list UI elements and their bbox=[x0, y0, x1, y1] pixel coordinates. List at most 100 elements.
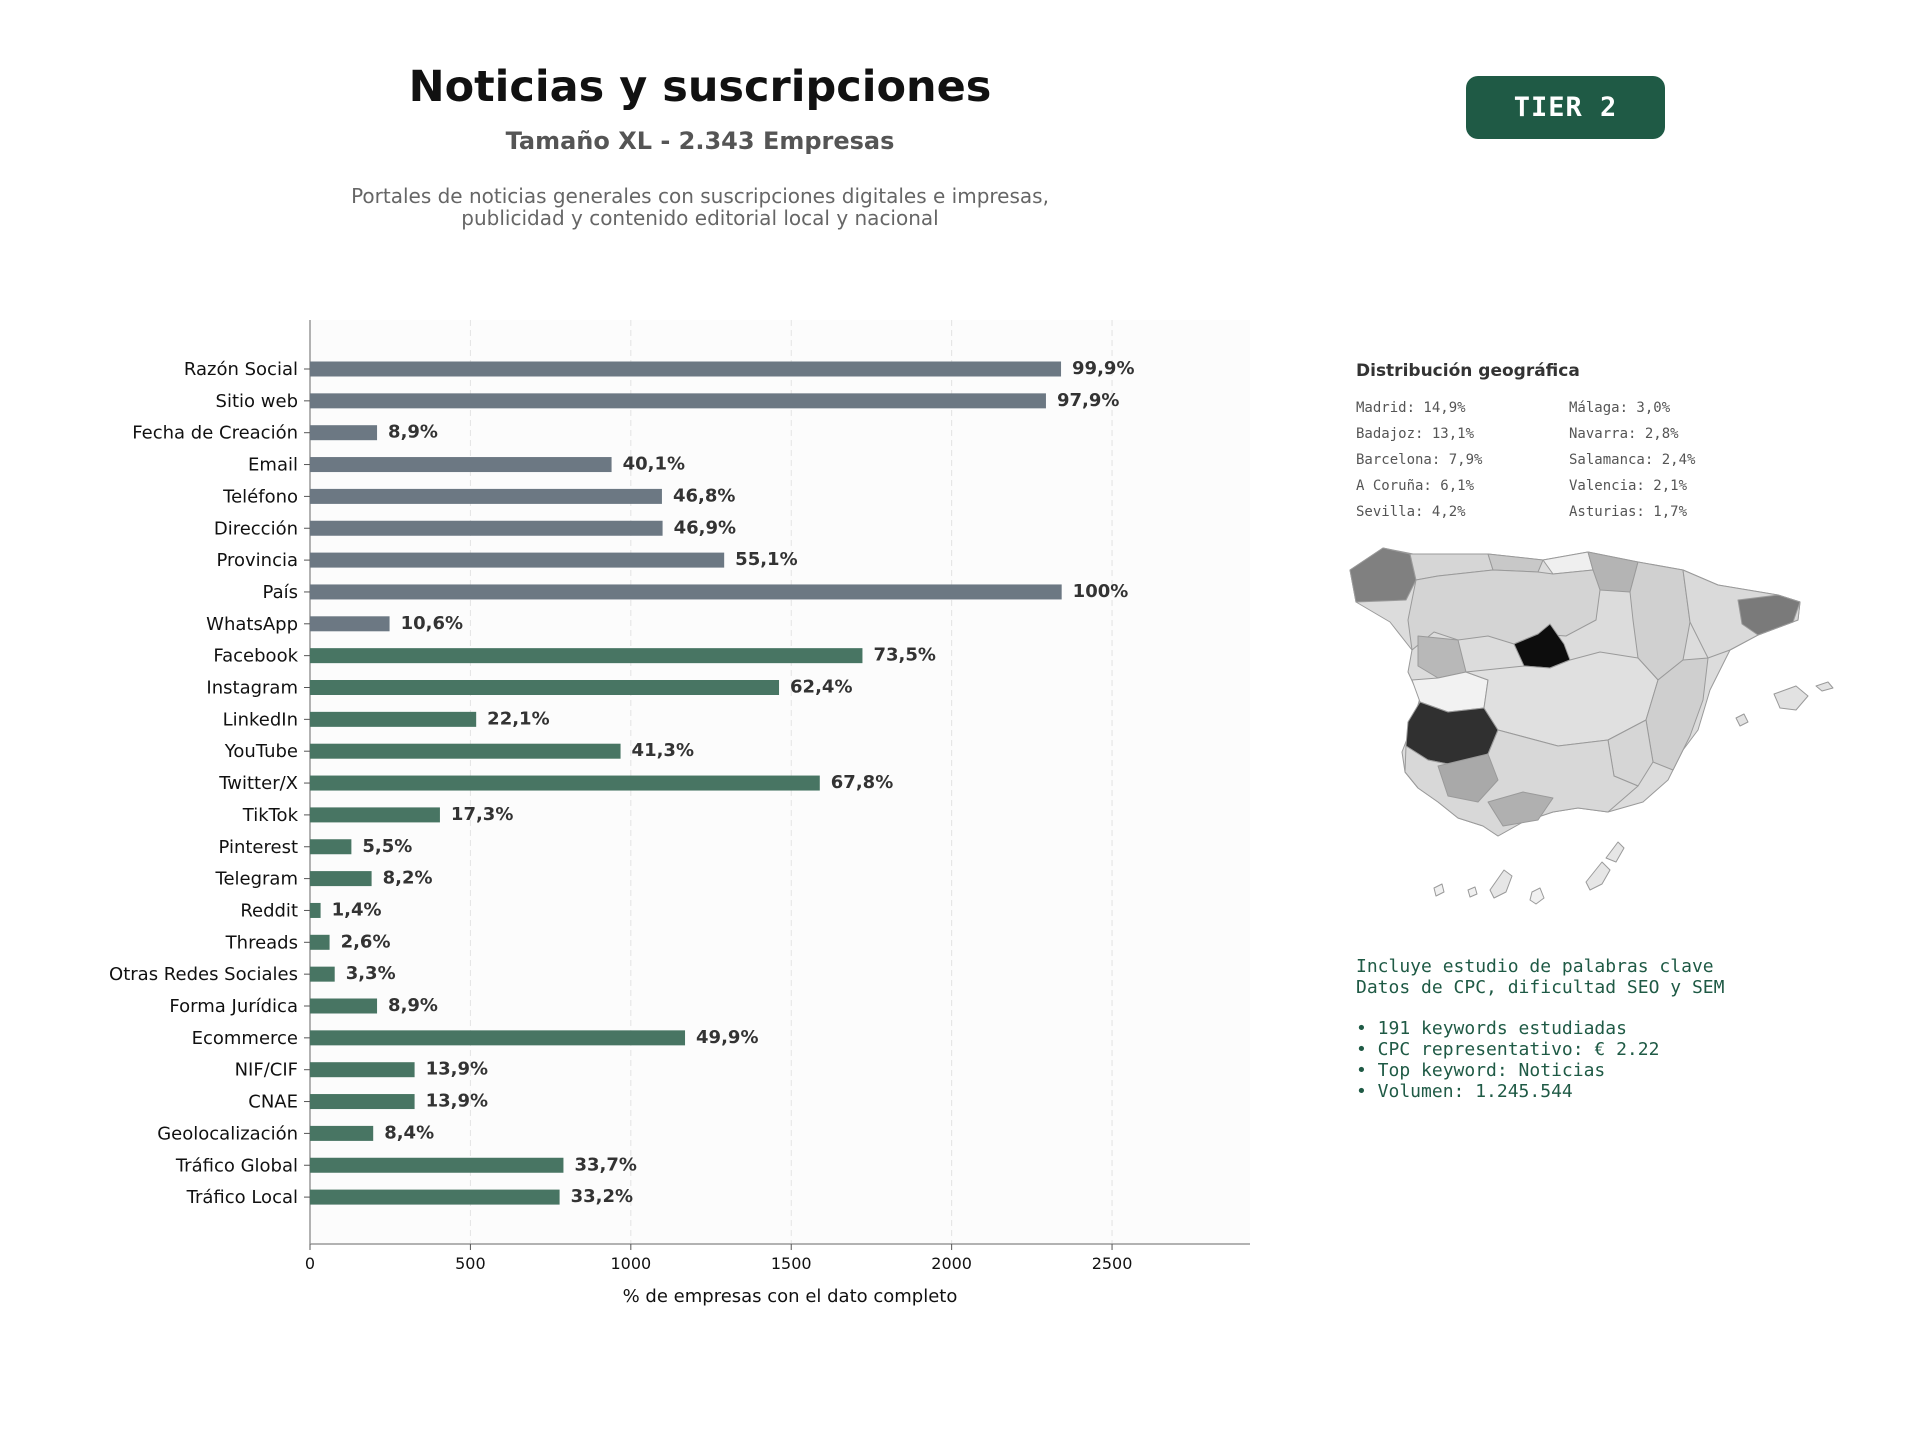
bar bbox=[310, 425, 378, 441]
data-label: 17,3% bbox=[451, 804, 513, 825]
map-canarias-1 bbox=[1433, 883, 1445, 897]
map-canarias-2 bbox=[1467, 886, 1478, 898]
category-label: Teléfono bbox=[222, 486, 298, 507]
keywords-line-2: Datos de CPC, dificultad SEO y SEM bbox=[1356, 977, 1725, 998]
data-label: 5,5% bbox=[362, 836, 412, 857]
bar bbox=[310, 584, 1062, 600]
page-subtitle: Tamaño XL - 2.343 Empresas bbox=[505, 127, 895, 155]
geo-item: Valencia: 2,1% bbox=[1569, 478, 1688, 494]
category-label: CNAE bbox=[248, 1092, 298, 1113]
category-label: Facebook bbox=[213, 646, 298, 667]
data-label: 1,4% bbox=[332, 899, 382, 920]
category-label: País bbox=[263, 582, 298, 603]
bar bbox=[310, 1157, 564, 1173]
bar bbox=[310, 488, 662, 504]
category-label: Instagram bbox=[206, 678, 298, 699]
category-label: LinkedIn bbox=[223, 709, 298, 730]
data-label: 41,3% bbox=[632, 740, 694, 761]
data-label: 2,6% bbox=[341, 931, 391, 952]
data-label: 3,3% bbox=[346, 963, 396, 984]
bar bbox=[310, 648, 863, 664]
category-label: YouTube bbox=[224, 741, 298, 762]
category-label: NIF/CIF bbox=[235, 1060, 298, 1081]
data-label: 99,9% bbox=[1072, 358, 1134, 379]
geo-item: Sevilla: 4,2% bbox=[1356, 504, 1466, 520]
data-label: 10,6% bbox=[401, 613, 463, 634]
keywords-bullet: • Top keyword: Noticias bbox=[1356, 1060, 1606, 1081]
bar bbox=[310, 393, 1046, 409]
category-label: Provincia bbox=[216, 550, 298, 571]
category-label: Telegram bbox=[215, 869, 298, 890]
category-label: Razón Social bbox=[184, 359, 298, 380]
bar bbox=[310, 1125, 374, 1141]
data-label: 97,9% bbox=[1057, 390, 1119, 411]
bar bbox=[310, 902, 321, 918]
map-region-barcelona bbox=[1737, 594, 1801, 636]
category-label: Sitio web bbox=[216, 391, 298, 412]
map-region-navarra bbox=[1587, 551, 1639, 593]
x-tick-label: 1000 bbox=[610, 1254, 651, 1273]
data-label: 46,8% bbox=[673, 485, 735, 506]
category-label: Forma Jurídica bbox=[169, 996, 298, 1017]
map-balearic-menorca bbox=[1815, 681, 1834, 692]
page-description: Portales de noticias generales con suscr… bbox=[300, 185, 1100, 229]
description-line-2: publicidad y contenido editorial local y… bbox=[461, 206, 939, 230]
data-label: 55,1% bbox=[735, 549, 797, 570]
keywords-bullet: • Volumen: 1.245.544 bbox=[1356, 1081, 1573, 1102]
data-label: 100% bbox=[1073, 581, 1129, 602]
data-label: 33,7% bbox=[574, 1154, 636, 1175]
map-balearic-mallorca bbox=[1773, 685, 1809, 711]
category-label: Geolocalización bbox=[157, 1123, 298, 1144]
geo-item: Madrid: 14,9% bbox=[1356, 400, 1466, 416]
data-label: 8,4% bbox=[384, 1122, 434, 1143]
x-tick-label: 1500 bbox=[771, 1254, 812, 1273]
bar bbox=[310, 552, 725, 568]
keywords-bullet: • 191 keywords estudiadas bbox=[1356, 1018, 1627, 1039]
category-label: Reddit bbox=[240, 900, 298, 921]
bar bbox=[310, 871, 372, 887]
map-balearic-ibiza bbox=[1735, 713, 1749, 727]
x-tick-label: 0 bbox=[305, 1254, 315, 1273]
map-region-cantabria bbox=[1487, 553, 1544, 573]
page-title: Noticias y suscripciones bbox=[408, 62, 992, 112]
data-label: 13,9% bbox=[426, 1091, 488, 1112]
data-label: 13,9% bbox=[426, 1059, 488, 1080]
bar bbox=[310, 743, 621, 759]
map-region-andalucia bbox=[1404, 729, 1639, 837]
category-label: Threads bbox=[225, 932, 298, 953]
category-label: Email bbox=[248, 455, 298, 476]
data-label: 8,2% bbox=[383, 868, 433, 889]
map-canarias-3 bbox=[1489, 869, 1513, 899]
bar bbox=[310, 775, 820, 791]
bar bbox=[310, 807, 440, 823]
bar bbox=[310, 520, 663, 536]
bar bbox=[310, 680, 780, 695]
bar bbox=[310, 457, 612, 473]
bar bbox=[310, 1030, 686, 1046]
x-tick-label: 500 bbox=[455, 1254, 486, 1273]
bar-chart: 0 500 1000 1500 2000 2500 % de empresas con el… bbox=[109, 320, 1250, 1307]
data-label: 67,8% bbox=[831, 772, 893, 793]
description-line-1: Portales de noticias generales con suscr… bbox=[351, 184, 1049, 208]
data-label: 8,9% bbox=[388, 995, 438, 1016]
category-label: Tráfico Local bbox=[186, 1187, 298, 1208]
x-tick-label: 2000 bbox=[931, 1254, 972, 1273]
data-label: 8,9% bbox=[388, 422, 438, 443]
bar bbox=[310, 966, 335, 982]
geo-item: Málaga: 3,0% bbox=[1569, 400, 1671, 416]
bar bbox=[310, 1062, 415, 1078]
bar bbox=[310, 711, 477, 727]
geo-item: Navarra: 2,8% bbox=[1569, 426, 1679, 442]
tier-badge: TIER 2 bbox=[1466, 76, 1665, 139]
x-axis-label: % de empresas con el dato completo bbox=[623, 1286, 958, 1307]
geo-item: Badajoz: 13,1% bbox=[1356, 426, 1475, 442]
geo-item: Asturias: 1,7% bbox=[1569, 504, 1688, 520]
x-tick-label: 2500 bbox=[1092, 1254, 1133, 1273]
keywords-info: Incluye estudio de palabras clave Datos … bbox=[1356, 956, 1876, 1102]
map-canarias-4 bbox=[1529, 887, 1545, 905]
data-label: 40,1% bbox=[623, 454, 685, 475]
geo-item: A Coruña: 6,1% bbox=[1356, 478, 1475, 494]
bar bbox=[310, 839, 352, 855]
map-canarias-5 bbox=[1585, 861, 1611, 891]
map-region-galicia bbox=[1349, 547, 1417, 603]
